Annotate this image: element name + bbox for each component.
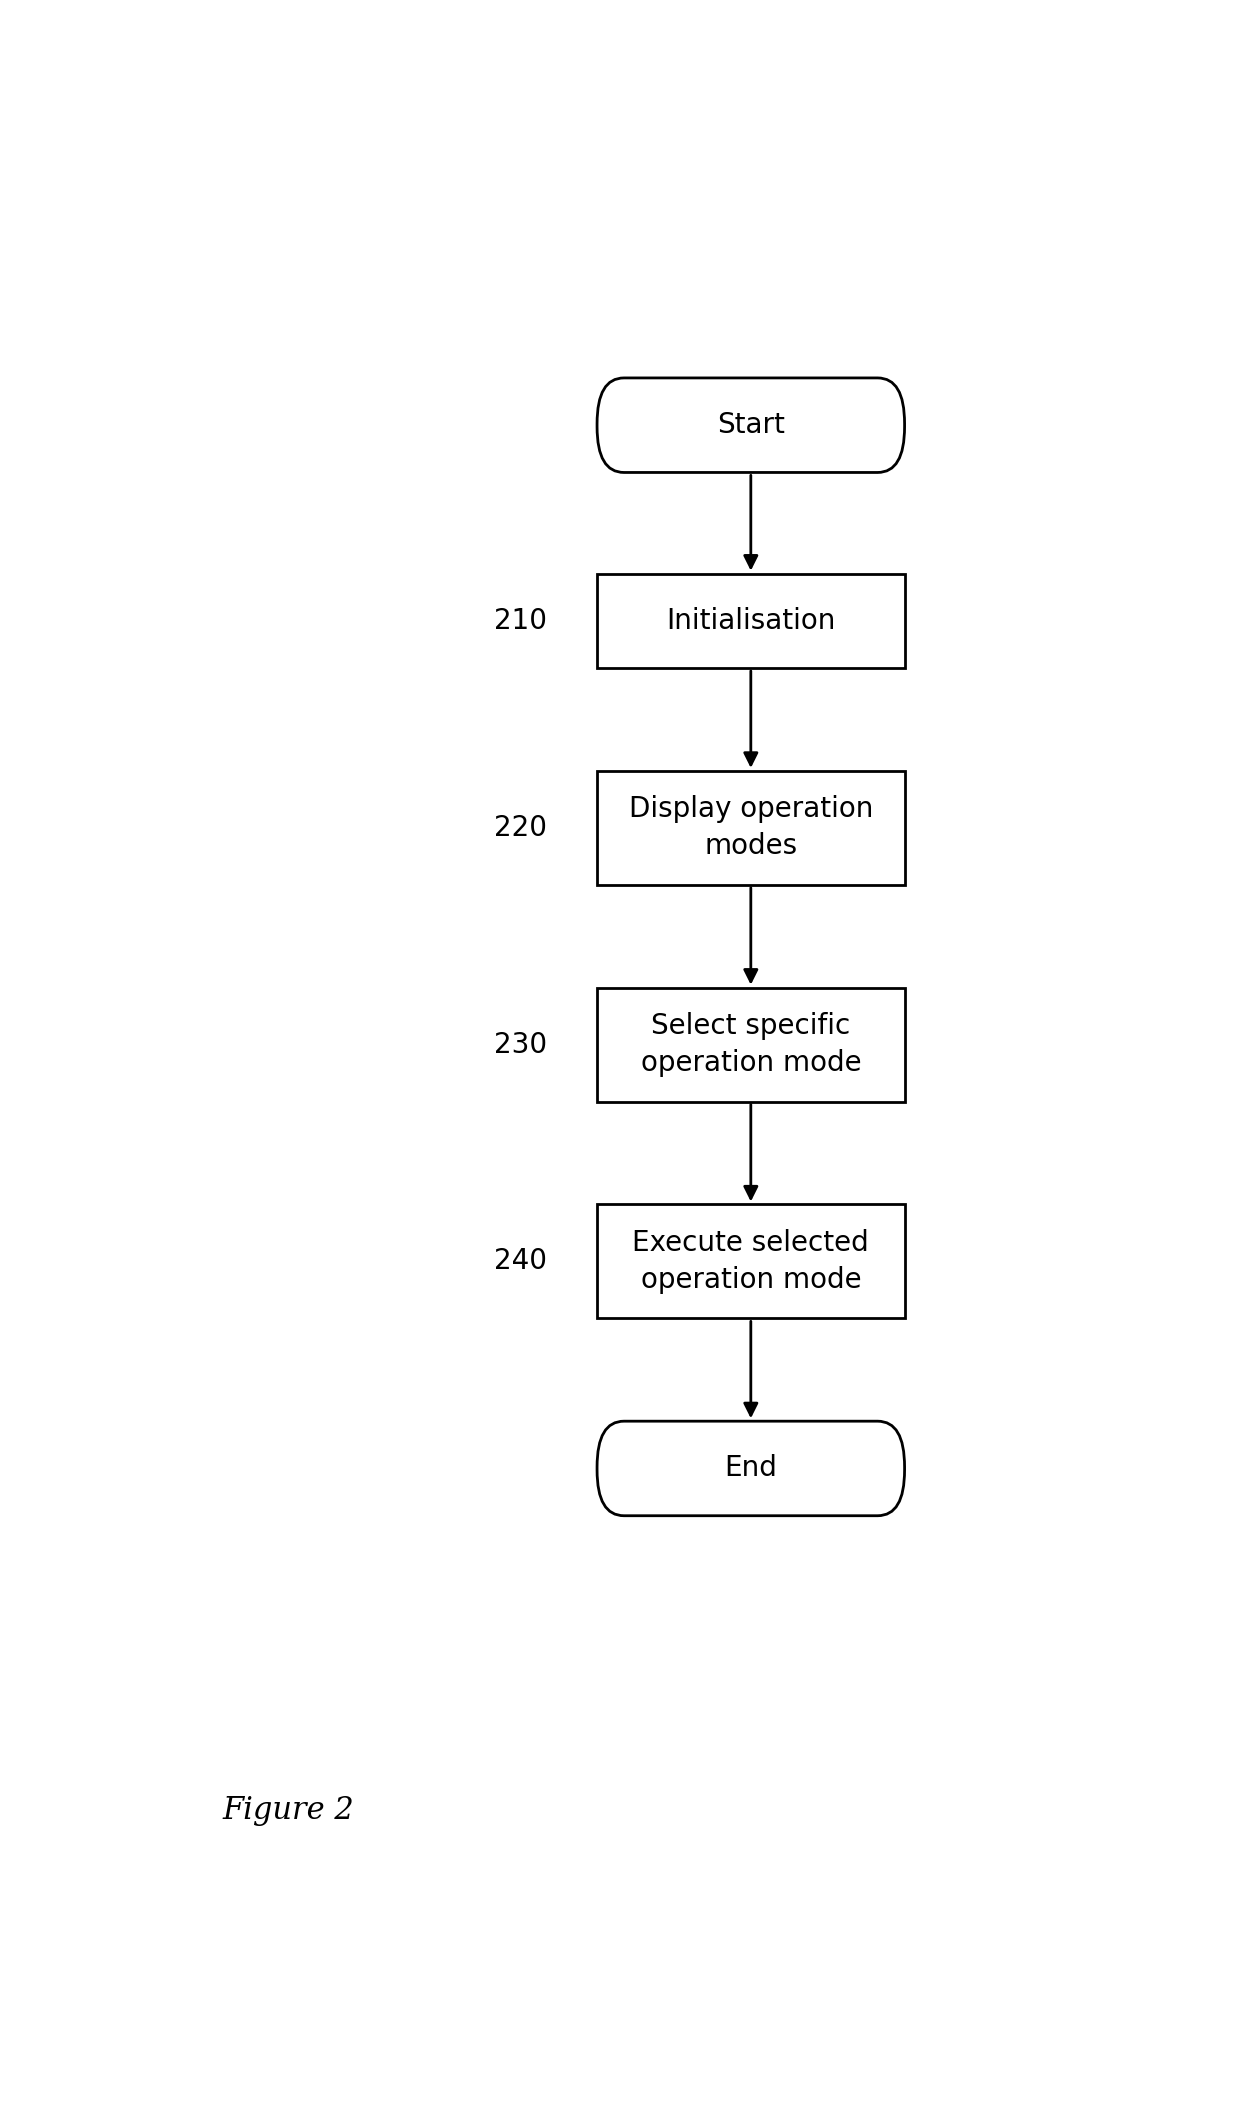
FancyBboxPatch shape bbox=[596, 771, 905, 885]
Text: Start: Start bbox=[717, 411, 785, 438]
Text: Execute selected
operation mode: Execute selected operation mode bbox=[632, 1230, 869, 1293]
Text: Display operation
modes: Display operation modes bbox=[629, 796, 873, 860]
FancyBboxPatch shape bbox=[596, 987, 905, 1101]
Text: 240: 240 bbox=[494, 1247, 547, 1274]
FancyBboxPatch shape bbox=[596, 379, 905, 472]
FancyBboxPatch shape bbox=[596, 574, 905, 669]
Text: End: End bbox=[724, 1454, 777, 1482]
FancyBboxPatch shape bbox=[596, 1205, 905, 1319]
Text: Figure 2: Figure 2 bbox=[222, 1795, 355, 1827]
Text: 220: 220 bbox=[494, 813, 547, 843]
Text: Initialisation: Initialisation bbox=[666, 608, 836, 635]
Text: Select specific
operation mode: Select specific operation mode bbox=[641, 1012, 861, 1078]
Text: 210: 210 bbox=[494, 608, 547, 635]
FancyBboxPatch shape bbox=[596, 1421, 905, 1516]
Text: 230: 230 bbox=[494, 1031, 547, 1058]
